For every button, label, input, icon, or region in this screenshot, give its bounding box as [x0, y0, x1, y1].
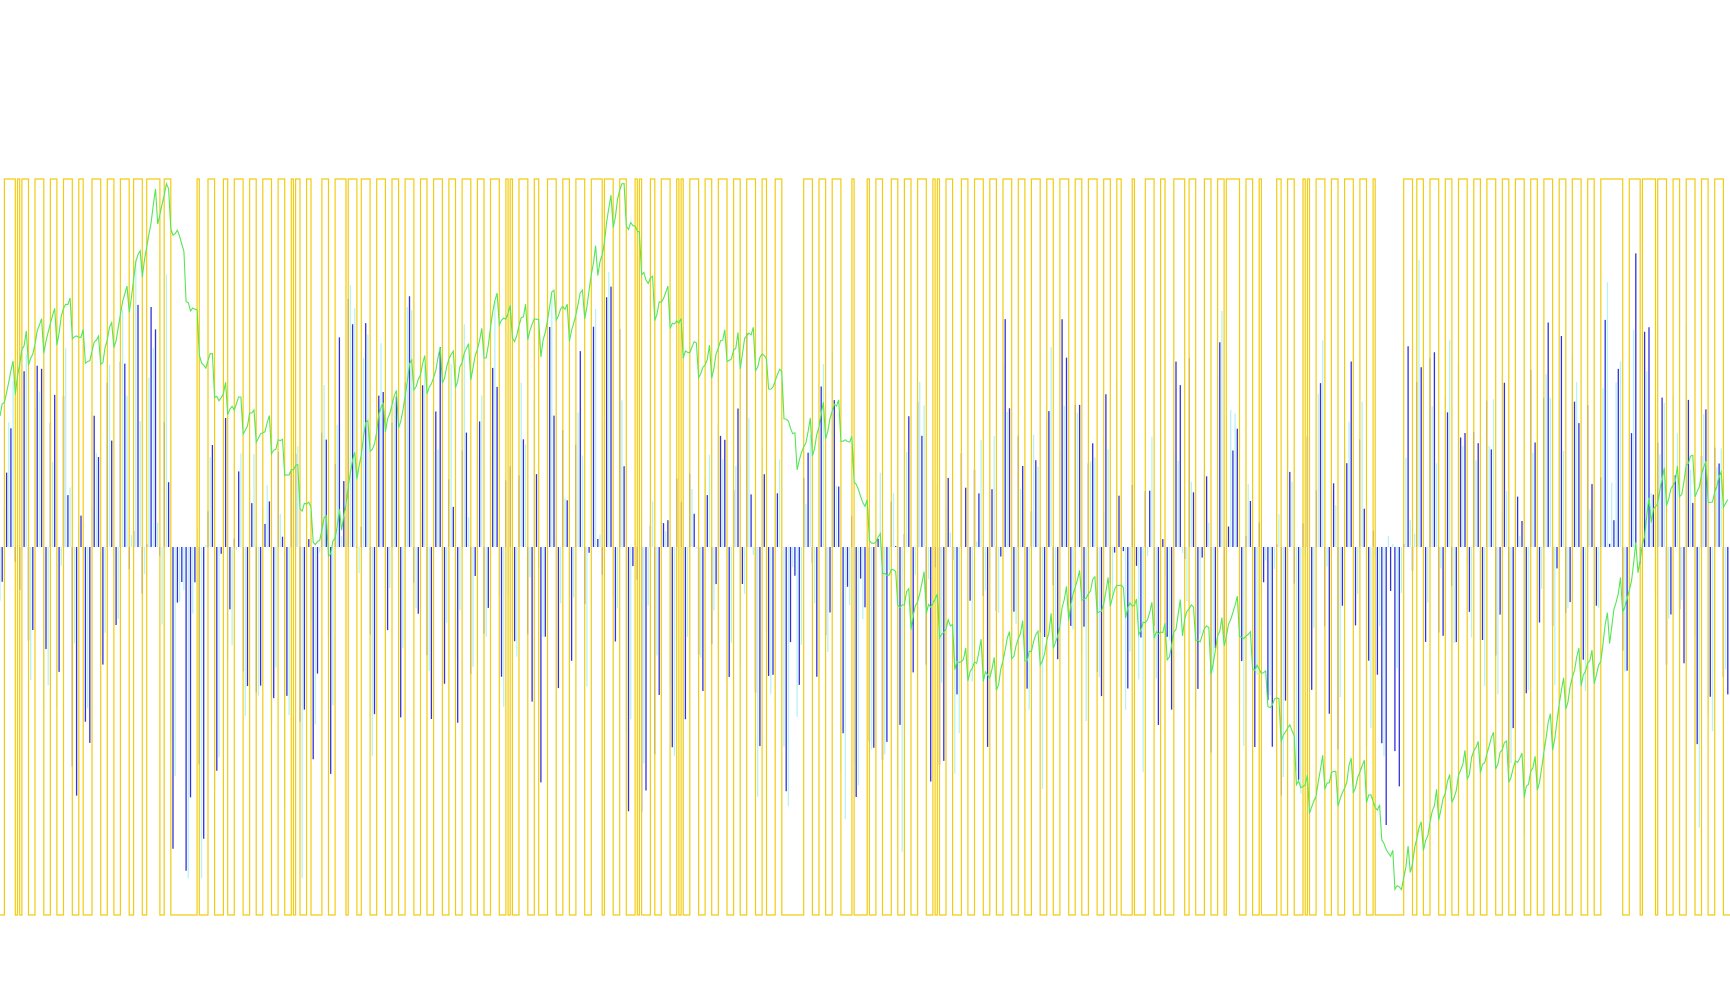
primary-histogram: [1, 253, 1729, 871]
oscillator-path: [0, 181, 1729, 892]
signal-step-line: [0, 178, 1730, 916]
signal-step-path: [0, 178, 1730, 916]
oscillator-line: [0, 181, 1729, 892]
